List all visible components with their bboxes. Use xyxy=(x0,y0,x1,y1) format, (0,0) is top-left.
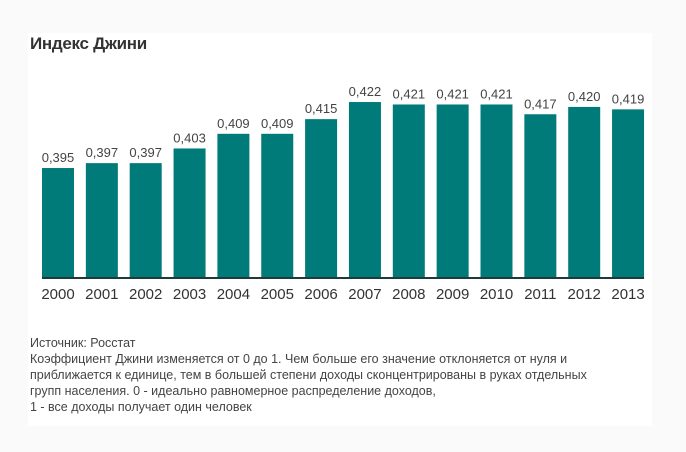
data-label: 0,403 xyxy=(173,130,206,145)
data-label: 0,415 xyxy=(305,101,338,116)
data-label: 0,419 xyxy=(612,91,645,106)
bar-2005 xyxy=(261,133,294,278)
x-tick-label: 2002 xyxy=(129,286,162,303)
data-label: 0,397 xyxy=(129,145,162,160)
data-label: 0,409 xyxy=(217,116,250,131)
bar-2013 xyxy=(612,109,645,278)
bar-2004 xyxy=(217,133,250,278)
footer-line: 1 - все доходы получает один человек xyxy=(30,400,252,414)
bar-2003 xyxy=(173,148,206,278)
footer-line: Коэффициент Джини изменяется от 0 до 1. … xyxy=(30,352,568,366)
bar-2009 xyxy=(436,104,469,278)
bar-2008 xyxy=(392,104,425,278)
data-label: 0,421 xyxy=(393,86,426,101)
data-label: 0,420 xyxy=(568,89,601,104)
bar-2002 xyxy=(129,163,162,278)
x-tick-label: 2012 xyxy=(568,286,601,303)
bar-2007 xyxy=(348,102,381,278)
bar-chart: 0,395 2000 0,397 2001 0,397 2002 0,403 2003 0,40… xyxy=(41,84,645,303)
footer-line: приближается к единице, тем в большей ст… xyxy=(30,368,587,382)
data-label: 0,397 xyxy=(86,145,119,160)
bar-2006 xyxy=(305,119,338,278)
bar-2012 xyxy=(568,106,601,278)
x-tick-label: 2004 xyxy=(217,286,250,303)
x-tick-label: 2010 xyxy=(480,286,513,303)
data-label: 0,409 xyxy=(261,116,294,131)
x-tick-label: 2006 xyxy=(304,286,337,303)
x-tick-label: 2000 xyxy=(41,286,74,303)
data-label: 0,421 xyxy=(480,86,513,101)
x-tick-label: 2013 xyxy=(611,286,644,303)
x-tick-label: 2011 xyxy=(524,286,556,303)
source-note: Источник: Росстат xyxy=(30,336,136,350)
x-tick-label: 2001 xyxy=(85,286,118,303)
data-label: 0,395 xyxy=(42,150,75,165)
x-tick-label: 2007 xyxy=(348,286,381,303)
bar-2001 xyxy=(85,163,118,278)
chart-title: Индекс Джини xyxy=(30,34,147,53)
data-label: 0,421 xyxy=(436,86,469,101)
x-tick-label: 2008 xyxy=(392,286,425,303)
bar-2010 xyxy=(480,104,513,278)
bar-2011 xyxy=(524,114,557,278)
bar-2000 xyxy=(42,168,74,278)
x-tick-label: 2009 xyxy=(436,286,469,303)
chart-footer: Источник: Росстат Коэффициент Джини изме… xyxy=(30,335,650,415)
footer-line: групп населения. 0 - идеально равномерно… xyxy=(30,384,436,398)
x-tick-label: 2003 xyxy=(173,286,206,303)
x-tick-label: 2005 xyxy=(261,286,294,303)
data-label: 0,417 xyxy=(524,96,557,111)
x-axis-line xyxy=(42,277,645,279)
data-label: 0,422 xyxy=(349,84,382,99)
